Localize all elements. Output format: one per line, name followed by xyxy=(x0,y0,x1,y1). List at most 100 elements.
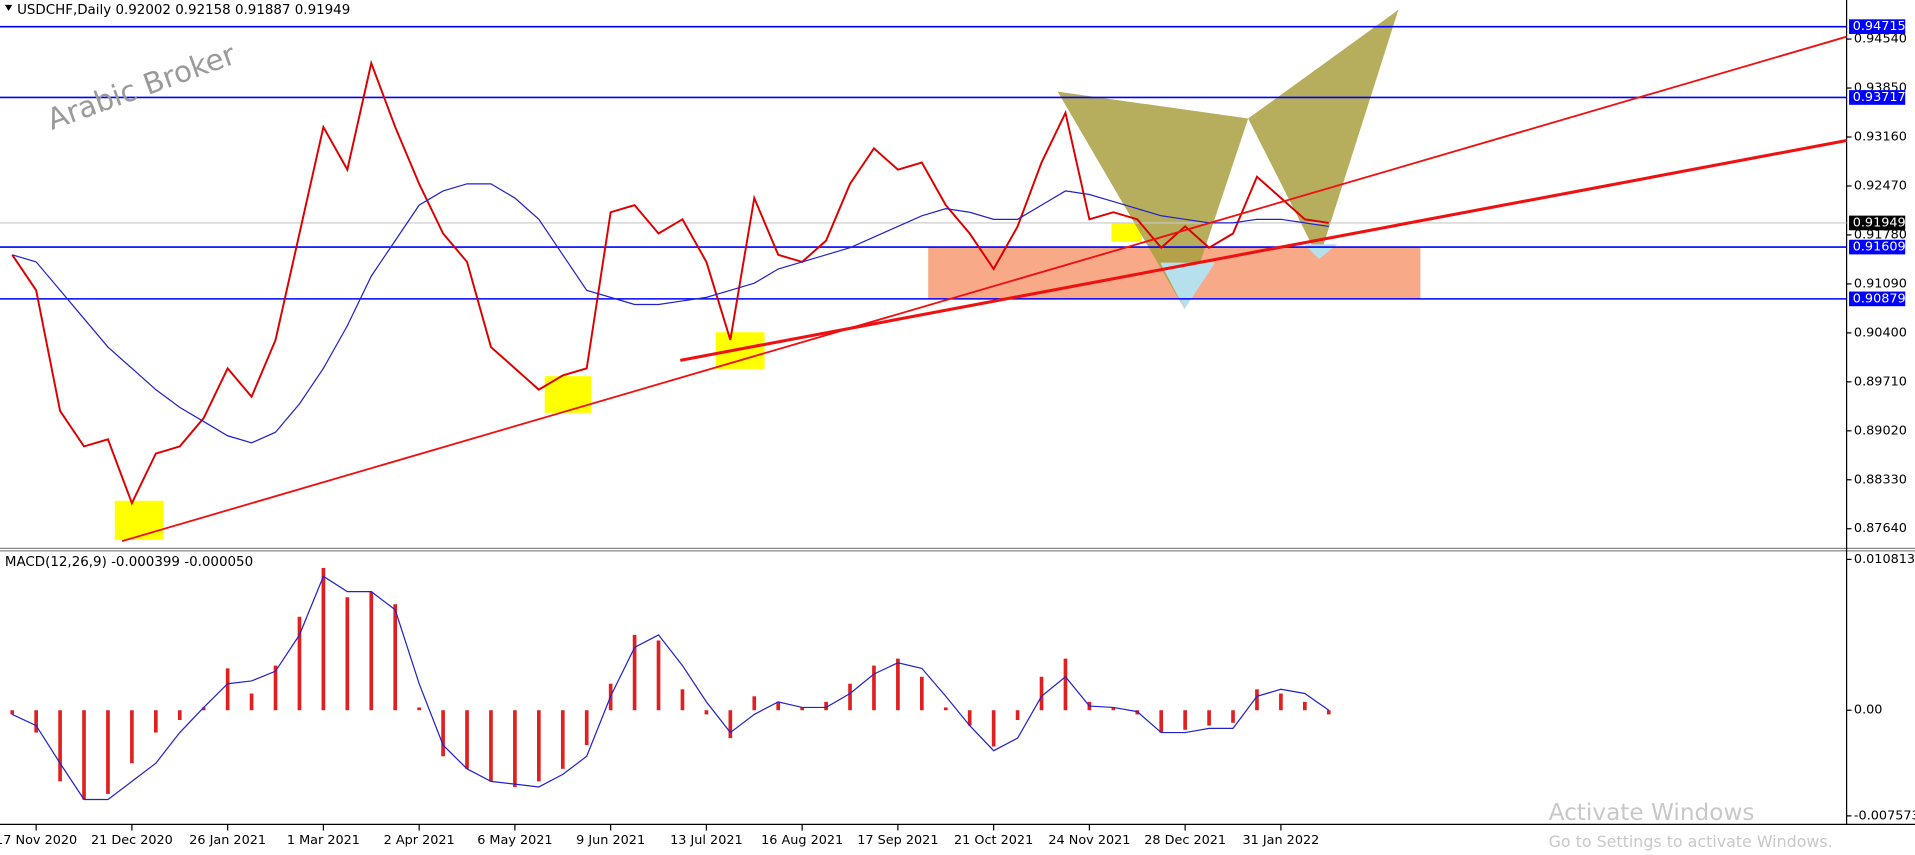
indicator-header: MACD(12,26,9) -0.000399 -0.000050 xyxy=(5,555,253,570)
harmonic-pattern xyxy=(1160,262,1216,310)
y-tick-label: 0.91090 xyxy=(1854,276,1907,291)
level-label-box xyxy=(1849,90,1906,105)
macd-bar xyxy=(1063,658,1068,711)
chart-header: USDCHF,Daily 0.92002 0.92158 0.91887 0.9… xyxy=(17,3,350,18)
y-tick-label: -0.007573 xyxy=(1854,808,1915,823)
macd-bar xyxy=(680,689,685,711)
macd-bar xyxy=(1231,710,1235,723)
macd-bar xyxy=(943,707,948,711)
level-label-box xyxy=(1849,291,1906,307)
trend-line xyxy=(121,35,1847,542)
macd-bar xyxy=(632,634,637,711)
y-tick-label: 0.93160 xyxy=(1854,130,1907,145)
macd-bar xyxy=(967,710,972,726)
x-tick-label: 28 Dec 2021 xyxy=(1144,833,1226,848)
macd-bar xyxy=(1255,689,1259,711)
x-tick-label: 17 Nov 2020 xyxy=(0,833,77,848)
macd-bar xyxy=(537,710,541,782)
activation-notice: Activate Windows xyxy=(1549,799,1755,826)
harmonic-pattern xyxy=(1304,244,1338,259)
y-tick-label: 0.91780 xyxy=(1854,227,1907,242)
x-tick-label: 6 May 2021 xyxy=(477,833,552,848)
macd-bar xyxy=(1207,710,1211,726)
level-label: 0.90879 xyxy=(1853,291,1906,306)
macd-bar xyxy=(776,701,781,711)
macd-bar xyxy=(1326,710,1331,715)
current-price-box xyxy=(1849,215,1906,231)
x-tick-label: 16 Aug 2021 xyxy=(761,833,843,848)
macd-bar xyxy=(249,693,254,711)
level-label-box xyxy=(1849,239,1906,255)
macd-bar xyxy=(1303,701,1307,711)
y-tick-label: 0.94540 xyxy=(1854,32,1907,47)
harmonic-pattern xyxy=(1057,91,1249,310)
macd-bar xyxy=(441,710,445,757)
y-tick-label: 0.88330 xyxy=(1854,472,1907,487)
macd-bar xyxy=(34,710,38,733)
x-tick-label: 24 Nov 2021 xyxy=(1048,833,1130,848)
activation-notice: Go to Settings to activate Windows. xyxy=(1549,832,1833,851)
macd-bar xyxy=(752,696,757,711)
level-label: 0.94715 xyxy=(1853,19,1906,34)
macd-bar xyxy=(728,710,733,739)
macd-bar xyxy=(1015,710,1020,720)
macd-bar xyxy=(824,701,828,711)
y-tick-label: 0.89710 xyxy=(1854,374,1907,389)
x-tick-label: 21 Dec 2020 xyxy=(91,833,173,848)
macd-bar xyxy=(1279,693,1283,711)
macd-bar xyxy=(991,710,996,747)
x-tick-label: 21 Oct 2021 xyxy=(954,833,1033,848)
macd-bar xyxy=(106,710,110,794)
macd-bar xyxy=(584,710,589,746)
y-tick-label: 0.92470 xyxy=(1854,178,1907,193)
macd-bar xyxy=(704,710,709,715)
macd-bar xyxy=(369,591,374,711)
macd-bar xyxy=(920,676,924,711)
x-tick-label: 2 Apr 2021 xyxy=(384,833,455,848)
macd-bar xyxy=(273,665,278,711)
macd-bar xyxy=(321,567,326,711)
macd-bar xyxy=(656,640,661,711)
x-tick-label: 9 Jun 2021 xyxy=(576,833,645,848)
macd-bar xyxy=(130,710,134,764)
macd-bar xyxy=(800,707,804,711)
x-tick-label: 13 Jul 2021 xyxy=(670,833,743,848)
x-tick-label: 31 Jan 2022 xyxy=(1242,833,1319,848)
price-pane xyxy=(0,0,1847,547)
level-label-box xyxy=(1849,19,1906,34)
macd-bar xyxy=(489,710,493,782)
macd-bar xyxy=(1039,676,1044,711)
trend-line xyxy=(679,138,1847,362)
macd-bar xyxy=(1111,707,1116,711)
y-tick-label: 0.87640 xyxy=(1854,521,1907,536)
x-tick-label: 17 Sep 2021 xyxy=(857,833,938,848)
macd-bar xyxy=(513,710,517,787)
highlight-box xyxy=(114,500,164,540)
level-label: 0.93717 xyxy=(1853,90,1906,105)
current-price-label: 0.91949 xyxy=(1853,215,1906,230)
y-tick-label: 0.00 xyxy=(1854,703,1883,718)
y-tick-label: 0.89020 xyxy=(1854,423,1907,438)
macd-bar xyxy=(10,710,15,715)
macd-bar xyxy=(297,616,302,711)
macd-bar xyxy=(848,683,852,711)
macd-bar xyxy=(58,710,62,782)
collapse-icon xyxy=(4,4,13,12)
macd-bar xyxy=(1183,710,1187,730)
x-tick-label: 26 Jan 2021 xyxy=(189,833,266,848)
macd-bar xyxy=(345,597,350,711)
signal-line xyxy=(11,575,1330,801)
macd-bar xyxy=(872,665,876,711)
macd-bar xyxy=(177,710,182,720)
macd-bar xyxy=(201,707,206,711)
macd-bar xyxy=(896,658,900,711)
macd-bar xyxy=(154,710,158,733)
harmonic-pattern xyxy=(1248,9,1399,259)
macd-bar xyxy=(1159,710,1164,733)
macd-bar xyxy=(82,710,86,800)
y-tick-label: 0.90400 xyxy=(1854,325,1907,340)
macd-bar xyxy=(465,710,469,769)
y-tick-label: 0.010813 xyxy=(1854,552,1915,567)
highlight-box xyxy=(1111,223,1142,242)
